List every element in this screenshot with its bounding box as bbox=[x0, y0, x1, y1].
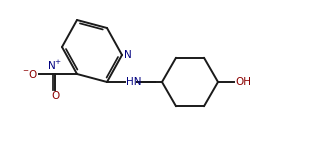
Text: OH: OH bbox=[235, 77, 251, 87]
Text: HN: HN bbox=[126, 77, 142, 87]
Text: O: O bbox=[51, 91, 59, 101]
Text: N$^{+}$: N$^{+}$ bbox=[47, 59, 63, 72]
Text: N: N bbox=[124, 50, 132, 60]
Text: $^{-}$O: $^{-}$O bbox=[22, 68, 38, 80]
